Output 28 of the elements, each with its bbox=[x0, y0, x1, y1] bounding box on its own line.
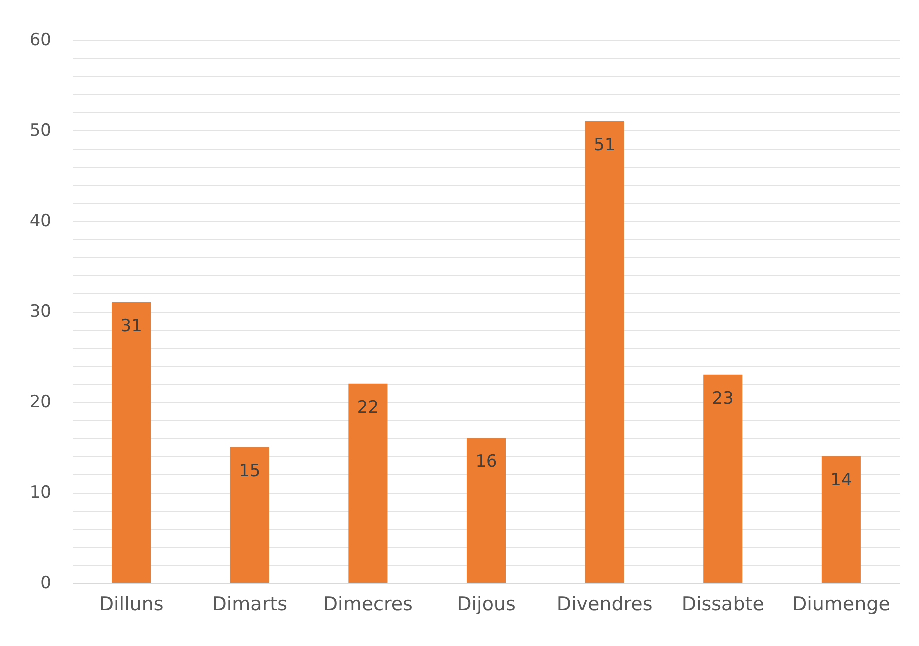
x-tick-label: Dimecres bbox=[323, 594, 413, 616]
y-tick-label: 40 bbox=[30, 212, 52, 232]
data-label: 15 bbox=[239, 461, 261, 482]
y-tick-label: 0 bbox=[40, 574, 52, 594]
x-tick-label: Dijous bbox=[457, 594, 516, 616]
data-label: 23 bbox=[712, 388, 734, 409]
data-label: 51 bbox=[594, 135, 616, 156]
x-tick-label: Dimarts bbox=[212, 594, 288, 616]
x-tick-label: Divendres bbox=[556, 594, 653, 616]
x-tick-label: Dissabte bbox=[682, 594, 764, 616]
bar bbox=[704, 374, 743, 583]
bar bbox=[822, 456, 861, 583]
y-tick-label: 30 bbox=[30, 302, 52, 322]
y-tick-label: 10 bbox=[30, 483, 52, 503]
y-tick-label: 50 bbox=[30, 121, 52, 141]
bar bbox=[112, 302, 152, 583]
x-tick-label: Diumenge bbox=[792, 594, 890, 616]
data-label: 14 bbox=[830, 470, 852, 490]
x-tick-label: Dilluns bbox=[99, 594, 164, 616]
bar bbox=[230, 447, 270, 583]
data-label: 22 bbox=[357, 398, 380, 418]
y-tick-label: 60 bbox=[30, 30, 52, 50]
y-tick-label: 20 bbox=[30, 392, 52, 412]
bar bbox=[348, 384, 388, 583]
data-label: 31 bbox=[120, 316, 142, 336]
bar bbox=[585, 121, 624, 583]
data-label: 16 bbox=[476, 452, 498, 472]
bar bbox=[466, 438, 506, 583]
